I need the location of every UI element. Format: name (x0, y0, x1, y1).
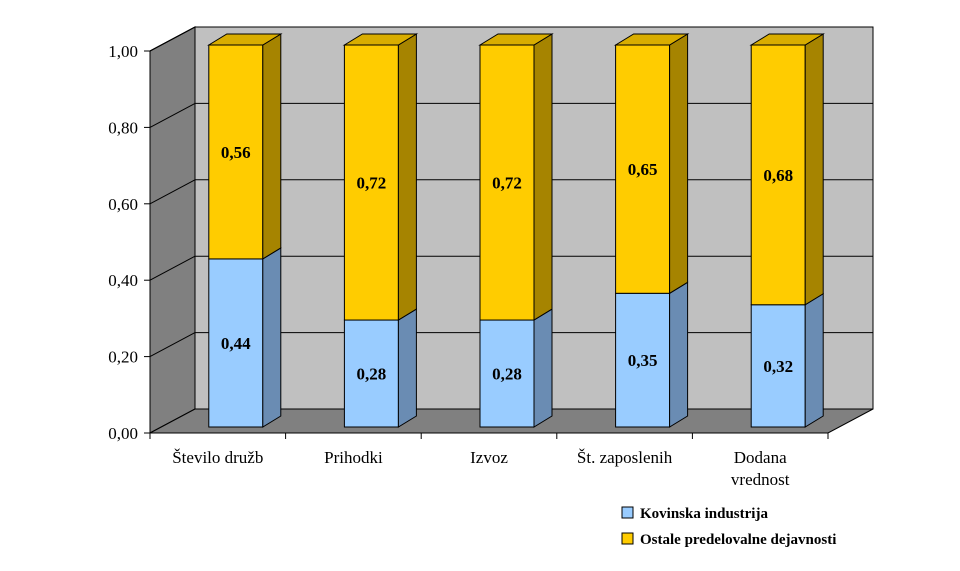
gridline-side (149, 26, 196, 52)
y-tick-label: 0,40 (108, 271, 138, 290)
data-labels: 0,44 0,56 0,28 0,72 0,28 0,72 0,35 0,65 0,32 0,68 (221, 143, 793, 384)
bar-side-0-4 (804, 292, 824, 428)
gridline-side (149, 332, 196, 358)
y-tick-label: 0,80 (108, 118, 138, 137)
bar-side-0-3 (669, 281, 689, 428)
bar-top-1-3 (613, 33, 690, 46)
data-label-0-3: 0,35 (628, 351, 658, 370)
data-label-1-0: 0,56 (221, 143, 251, 162)
legend-label-1: Ostale predelovalne dejavnosti (640, 532, 836, 548)
bar-front-1-2 (479, 44, 535, 321)
bar-side-1-4 (804, 33, 824, 306)
y-tick-label: 0,60 (108, 195, 138, 214)
bar-side-0-2 (533, 308, 553, 428)
legend: Kovinska industrija Ostale predelovalne d… (621, 506, 836, 548)
x-category-label-4: Dodana (734, 448, 787, 467)
bars (207, 33, 825, 428)
data-label-0-2: 0,28 (492, 365, 522, 384)
bar-front-1-0 (208, 44, 264, 260)
bar-side-1-1 (397, 33, 417, 321)
bar-side-0-1 (397, 308, 417, 428)
legend-label-0: Kovinska industrija (640, 506, 768, 522)
bar-side-1-2 (533, 33, 553, 321)
bar-top-1-2 (478, 33, 554, 46)
bar-front-0-3 (615, 292, 671, 428)
bar-front-1-1 (343, 44, 399, 321)
axes: 0,00 0,20 0,40 0,60 0,80 1,00 Število družb Pri… (108, 42, 829, 489)
bar-top-1-1 (342, 33, 419, 46)
y-tick-label: 0,20 (108, 348, 138, 367)
bar-front-1-3 (615, 44, 671, 294)
gridline-side (149, 255, 196, 281)
gridline-side (149, 102, 196, 128)
data-label-0-0: 0,44 (221, 334, 251, 353)
bar-side-0-0 (262, 247, 282, 428)
bar-side-1-3 (669, 33, 689, 295)
x-category-label-4: vrednost (731, 470, 790, 489)
bar-top-1-4 (749, 33, 825, 46)
data-label-1-1: 0,72 (357, 174, 387, 193)
bar-top-1-0 (207, 33, 283, 46)
y-tick-label: 1,00 (108, 42, 138, 61)
legend-swatch-1 (621, 532, 634, 545)
legend-swatch-0 (621, 506, 634, 519)
y-tick-label: 0,00 (108, 424, 138, 443)
x-category-label-3: Št. zaposlenih (577, 448, 673, 467)
data-label-0-1: 0,28 (357, 365, 387, 384)
side-wall (149, 26, 196, 434)
bar-front-0-0 (208, 258, 264, 428)
gridline-side (149, 179, 196, 205)
data-label-1-3: 0,65 (628, 160, 658, 179)
x-category-label-1: Prihodki (324, 448, 383, 467)
bar-front-0-2 (479, 319, 535, 428)
data-label-0-4: 0,32 (763, 357, 793, 376)
x-category-label-2: Izvoz (470, 448, 508, 467)
data-label-1-2: 0,72 (492, 174, 522, 193)
x-category-label-0: Število družb (172, 448, 263, 467)
data-label-1-4: 0,68 (763, 166, 793, 185)
bar-side-1-0 (262, 33, 282, 260)
